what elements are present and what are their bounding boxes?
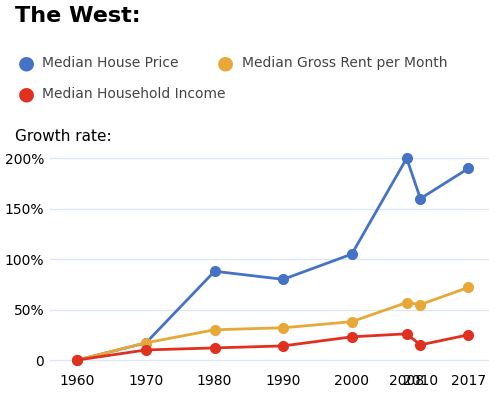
Text: Median Gross Rent per Month: Median Gross Rent per Month — [242, 56, 448, 70]
Text: ●: ● — [17, 54, 34, 73]
Text: Growth rate:: Growth rate: — [15, 129, 112, 144]
Text: Median House Price: Median House Price — [42, 56, 179, 70]
Text: The West:: The West: — [15, 6, 141, 26]
Text: Median Household Income: Median Household Income — [42, 87, 226, 101]
Text: ●: ● — [217, 54, 234, 73]
Text: ●: ● — [17, 85, 34, 103]
